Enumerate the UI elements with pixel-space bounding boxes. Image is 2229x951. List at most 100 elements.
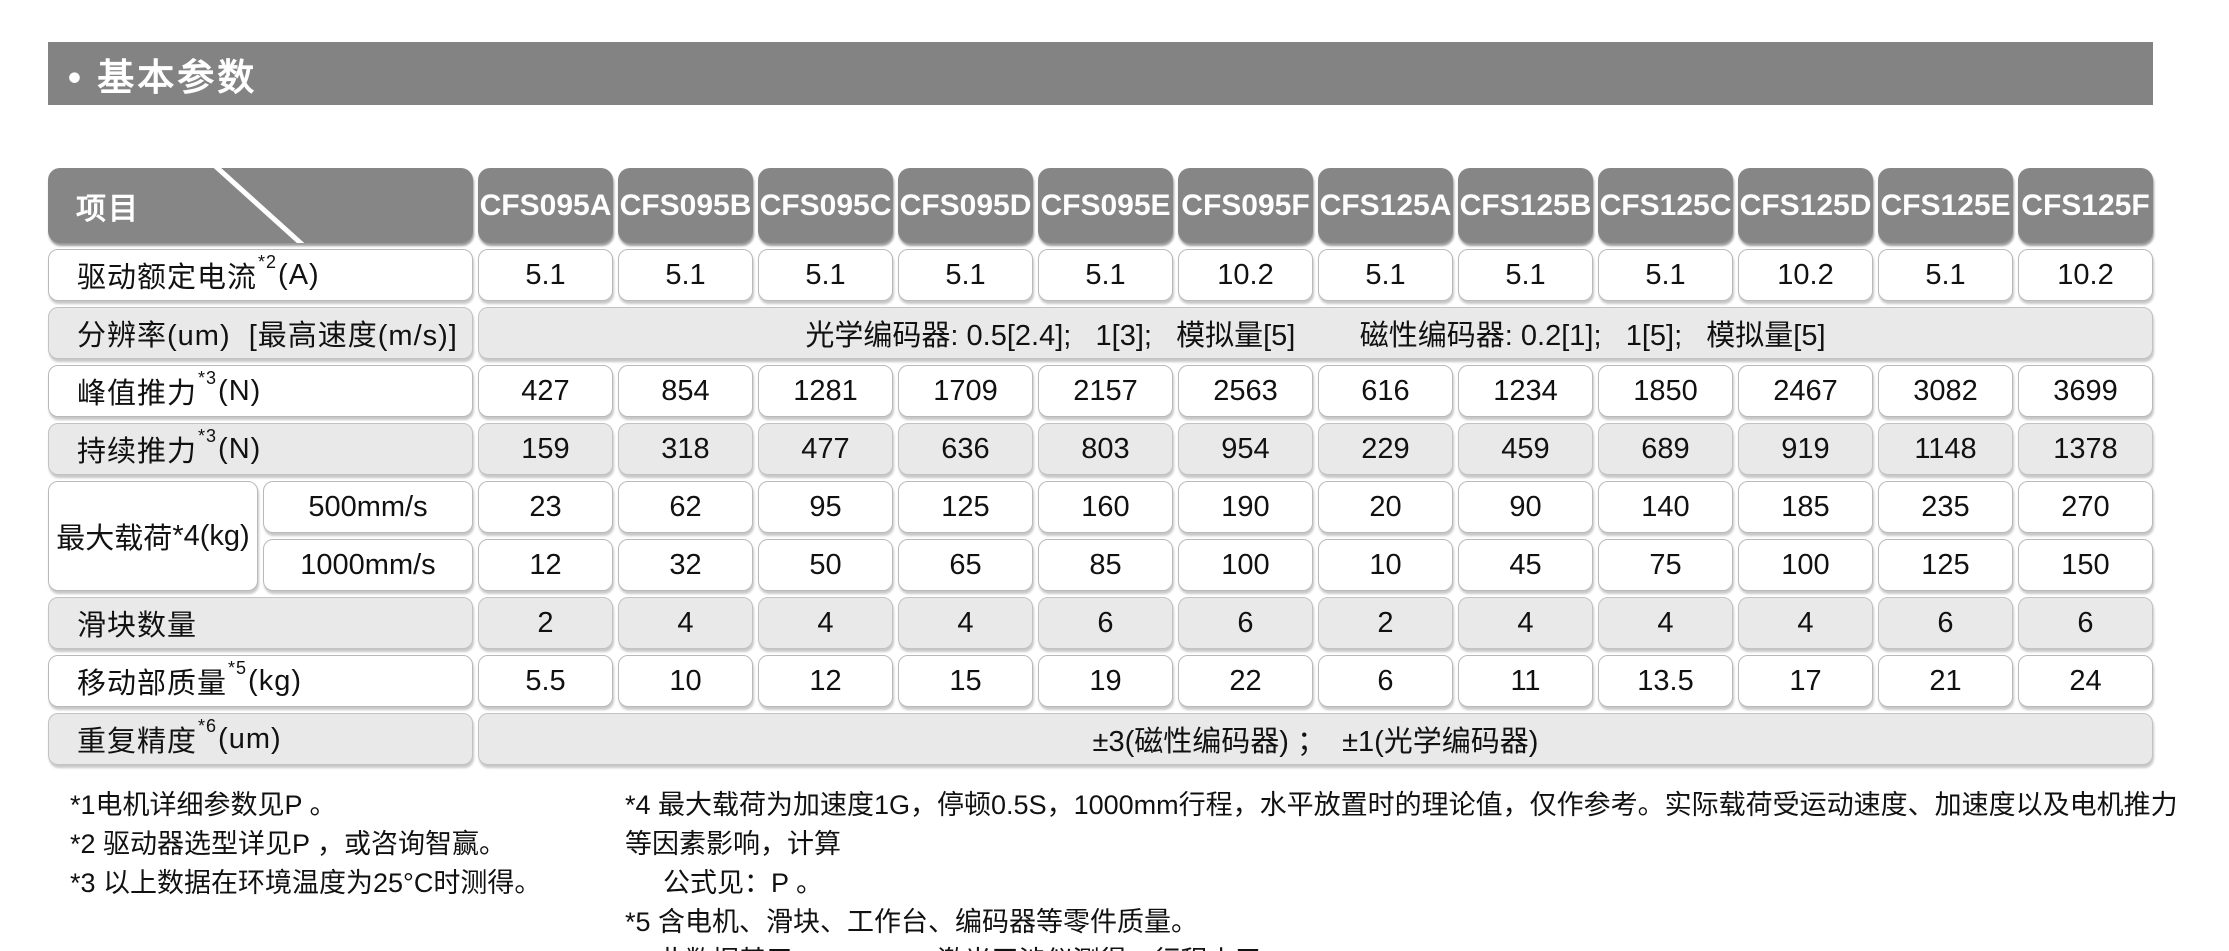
footnote-6: *6 此数据基于RENISHAW激光干涉仪测得，行程小于1000mm。 [625, 942, 2180, 951]
value-cell: 100 [1178, 539, 1313, 591]
table-header-row: 项目 CFS095A CFS095B CFS095C CFS095D CFS09… [48, 168, 2153, 243]
footnote-marker: *4 [172, 519, 200, 552]
row-repeat-precision: 重复精度 *6 (um) ±3(磁性编码器) ； ±1(光学编码器) [48, 713, 2153, 765]
value-cell: 10 [618, 655, 753, 707]
footnote-4-line1: *4 最大载荷为加速度1G，停顿0.5S，1000mm行程，水平放置时的理论值，… [625, 790, 2178, 859]
value-cell: 5.1 [1598, 249, 1733, 301]
sub-row-label: 500mm/s [263, 481, 473, 533]
footnote-5: *5 含电机、滑块、工作台、编码器等零件质量。 [625, 907, 1199, 937]
value-cell: 954 [1178, 423, 1313, 475]
value-cell: 100 [1738, 539, 1873, 591]
column-header-cfs095f: CFS095F [1178, 168, 1313, 243]
value-cell: 2 [478, 597, 613, 649]
footnotes-left: *1电机详细参数见P 。 *2 驱动器选型详见P ，或咨询智赢。 *3 以上数据… [70, 786, 625, 951]
value-cell: 125 [1878, 539, 2013, 591]
value-cell: 22 [1178, 655, 1313, 707]
row-max-load-group: 最大载荷 *4 (kg) 500mm/s 23 62 95 125 160 190 … [48, 481, 2153, 591]
value-cell: 50 [758, 539, 893, 591]
value-cell: 2157 [1038, 365, 1173, 417]
footnote-marker: *6 [198, 715, 218, 736]
row-max-load-1000: 1000mm/s 12 32 50 65 85 100 10 45 75 100… [263, 539, 2153, 591]
column-header-cfs095d: CFS095D [898, 168, 1033, 243]
value-cell: 5.1 [1878, 249, 2013, 301]
value-cell: 10 [1318, 539, 1453, 591]
value-cell: 85 [1038, 539, 1173, 591]
value-cell: 270 [2018, 481, 2153, 533]
value-cell: 12 [758, 655, 893, 707]
merged-value-cell: 光学编码器: 0.5[2.4]; 1[3]; 模拟量[5] 磁性编码器: 0.2… [478, 307, 2153, 359]
value-cell: 65 [898, 539, 1033, 591]
value-cell: 95 [758, 481, 893, 533]
value-cell: 4 [1738, 597, 1873, 649]
footnote-marker: *3 [198, 367, 218, 388]
footnote-4-line2: 公式见：P 。 [663, 868, 824, 898]
footnotes-right: *4 最大载荷为加速度1G，停顿0.5S，1000mm行程，水平放置时的理论值，… [625, 786, 2180, 951]
footnote-3: *3 以上数据在环境温度为25°C时测得。 [70, 868, 542, 898]
value-cell: 75 [1598, 539, 1733, 591]
value-cell: 2563 [1178, 365, 1313, 417]
merged-value-cell: ±3(磁性编码器) ； ±1(光学编码器) [478, 713, 2153, 765]
row-label: 重复精度 *6 (um) [48, 713, 473, 765]
value-cell: 5.1 [1318, 249, 1453, 301]
value-cell: 125 [898, 481, 1033, 533]
value-cell: 1281 [758, 365, 893, 417]
value-cell: 17 [1738, 655, 1873, 707]
value-cell: 4 [898, 597, 1033, 649]
value-cell: 854 [618, 365, 753, 417]
row-continuous-thrust: 持续推力 *3 (N) 159 318 477 636 803 954 229 45… [48, 423, 2153, 475]
column-header-cfs125e: CFS125E [1878, 168, 2013, 243]
value-cell: 1850 [1598, 365, 1733, 417]
row-slider-count: 滑块数量 2 4 4 4 6 6 2 4 4 4 6 6 [48, 597, 2153, 649]
value-cell: 19 [1038, 655, 1173, 707]
value-cell: 159 [478, 423, 613, 475]
corner-label: 项目 [76, 192, 140, 226]
value-cell: 6 [1038, 597, 1173, 649]
value-cell: 10.2 [1738, 249, 1873, 301]
value-cell: 21 [1878, 655, 2013, 707]
value-cell: 318 [618, 423, 753, 475]
value-cell: 24 [2018, 655, 2153, 707]
value-cell: 3082 [1878, 365, 2013, 417]
section-title-bar: • 基本参数 [48, 42, 2153, 105]
value-cell: 6 [1878, 597, 2013, 649]
sub-row-label: 1000mm/s [263, 539, 473, 591]
column-header-cfs125b: CFS125B [1458, 168, 1593, 243]
value-cell: 160 [1038, 481, 1173, 533]
value-cell: 6 [1318, 655, 1453, 707]
value-cell: 616 [1318, 365, 1453, 417]
value-cell: 229 [1318, 423, 1453, 475]
column-header-cfs095e: CFS095E [1038, 168, 1173, 243]
row-label: 峰值推力 *3 (N) [48, 365, 473, 417]
value-cell: 10.2 [2018, 249, 2153, 301]
row-peak-thrust: 峰值推力 *3 (N) 427 854 1281 1709 2157 2563 61… [48, 365, 2153, 417]
value-cell: 235 [1878, 481, 2013, 533]
row-label: 滑块数量 [48, 597, 473, 649]
row-rated-current: 驱动额定电流 *2 (A) 5.1 5.1 5.1 5.1 5.1 10.2 5.1… [48, 249, 2153, 301]
value-cell: 3699 [2018, 365, 2153, 417]
row-label: 最大载荷 *4 (kg) [48, 481, 258, 591]
row-label: 分辨率(um) [最高速度(m/s)] [48, 307, 473, 359]
value-cell: 427 [478, 365, 613, 417]
value-cell: 6 [2018, 597, 2153, 649]
value-cell: 4 [1458, 597, 1593, 649]
row-label: 持续推力 *3 (N) [48, 423, 473, 475]
column-header-cfs125c: CFS125C [1598, 168, 1733, 243]
value-cell: 90 [1458, 481, 1593, 533]
value-cell: 45 [1458, 539, 1593, 591]
column-header-cfs095c: CFS095C [758, 168, 893, 243]
value-cell: 1378 [2018, 423, 2153, 475]
footnote-marker: *2 [258, 251, 278, 272]
row-label: 驱动额定电流 *2 (A) [48, 249, 473, 301]
footnotes: *1电机详细参数见P 。 *2 驱动器选型详见P ，或咨询智赢。 *3 以上数据… [70, 786, 2180, 951]
value-cell: 140 [1598, 481, 1733, 533]
value-cell: 5.1 [758, 249, 893, 301]
diagonal-divider-line [213, 168, 305, 243]
value-cell: 23 [478, 481, 613, 533]
column-header-cfs095b: CFS095B [618, 168, 753, 243]
value-cell: 2 [1318, 597, 1453, 649]
row-moving-mass: 移动部质量 *5 (kg) 5.5 10 12 15 19 22 6 11 13.5… [48, 655, 2153, 707]
footnote-marker: *3 [198, 425, 218, 446]
value-cell: 185 [1738, 481, 1873, 533]
value-cell: 5.1 [1458, 249, 1593, 301]
